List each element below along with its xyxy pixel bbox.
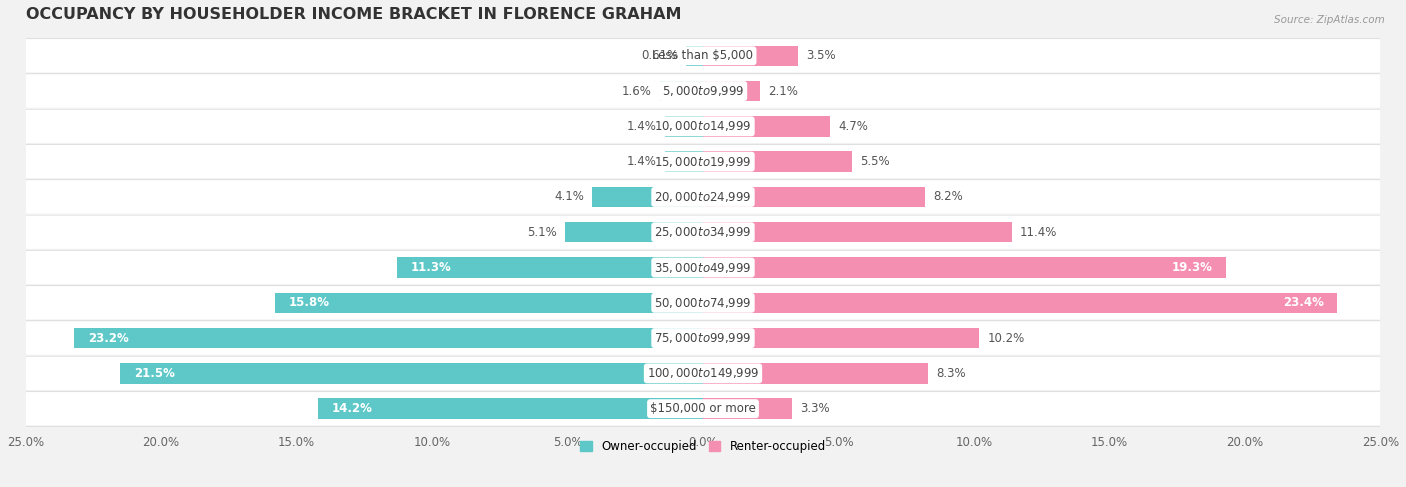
Bar bbox=[592, 187, 703, 207]
FancyBboxPatch shape bbox=[25, 321, 1381, 355]
Text: $25,000 to $34,999: $25,000 to $34,999 bbox=[654, 225, 752, 239]
FancyBboxPatch shape bbox=[25, 216, 1381, 249]
Bar bbox=[686, 46, 703, 66]
Bar bbox=[121, 363, 703, 384]
Bar bbox=[318, 398, 703, 419]
FancyBboxPatch shape bbox=[25, 251, 1381, 284]
Text: 14.2%: 14.2% bbox=[332, 402, 373, 415]
Text: 1.4%: 1.4% bbox=[627, 120, 657, 133]
FancyBboxPatch shape bbox=[25, 392, 1381, 425]
Text: Source: ZipAtlas.com: Source: ZipAtlas.com bbox=[1274, 15, 1385, 25]
Bar bbox=[75, 328, 703, 348]
Text: $15,000 to $19,999: $15,000 to $19,999 bbox=[654, 155, 752, 169]
FancyBboxPatch shape bbox=[25, 180, 1381, 213]
Text: 21.5%: 21.5% bbox=[134, 367, 174, 380]
Bar bbox=[703, 222, 1012, 243]
Bar bbox=[703, 46, 797, 66]
Text: 8.2%: 8.2% bbox=[934, 190, 963, 204]
Bar bbox=[703, 81, 759, 101]
Text: 11.3%: 11.3% bbox=[411, 261, 451, 274]
Bar bbox=[396, 257, 703, 278]
Bar bbox=[703, 293, 1337, 313]
FancyBboxPatch shape bbox=[25, 110, 1381, 143]
Text: $50,000 to $74,999: $50,000 to $74,999 bbox=[654, 296, 752, 310]
Text: 15.8%: 15.8% bbox=[288, 296, 329, 309]
Text: $10,000 to $14,999: $10,000 to $14,999 bbox=[654, 119, 752, 133]
Bar bbox=[565, 222, 703, 243]
Bar bbox=[703, 398, 793, 419]
Text: 23.2%: 23.2% bbox=[87, 332, 128, 345]
Legend: Owner-occupied, Renter-occupied: Owner-occupied, Renter-occupied bbox=[575, 435, 831, 458]
Text: 4.1%: 4.1% bbox=[554, 190, 583, 204]
Bar bbox=[703, 328, 980, 348]
Text: 11.4%: 11.4% bbox=[1021, 225, 1057, 239]
Text: $100,000 to $149,999: $100,000 to $149,999 bbox=[647, 366, 759, 380]
Text: 5.1%: 5.1% bbox=[527, 225, 557, 239]
Bar bbox=[703, 257, 1226, 278]
Bar bbox=[703, 116, 831, 136]
Text: 3.5%: 3.5% bbox=[806, 49, 835, 62]
Text: 2.1%: 2.1% bbox=[768, 85, 799, 97]
Text: 1.4%: 1.4% bbox=[627, 155, 657, 168]
FancyBboxPatch shape bbox=[25, 39, 1381, 73]
Bar bbox=[665, 116, 703, 136]
Text: $75,000 to $99,999: $75,000 to $99,999 bbox=[654, 331, 752, 345]
FancyBboxPatch shape bbox=[25, 286, 1381, 319]
Text: 8.3%: 8.3% bbox=[936, 367, 966, 380]
Text: Less than $5,000: Less than $5,000 bbox=[652, 49, 754, 62]
FancyBboxPatch shape bbox=[25, 357, 1381, 390]
Text: $5,000 to $9,999: $5,000 to $9,999 bbox=[662, 84, 744, 98]
Text: 10.2%: 10.2% bbox=[987, 332, 1025, 345]
Text: 3.3%: 3.3% bbox=[800, 402, 830, 415]
Text: 5.5%: 5.5% bbox=[860, 155, 890, 168]
Bar bbox=[665, 151, 703, 172]
Text: $35,000 to $49,999: $35,000 to $49,999 bbox=[654, 261, 752, 275]
Text: $150,000 or more: $150,000 or more bbox=[650, 402, 756, 415]
Bar bbox=[703, 363, 928, 384]
Text: 23.4%: 23.4% bbox=[1282, 296, 1323, 309]
Bar bbox=[659, 81, 703, 101]
Text: 1.6%: 1.6% bbox=[621, 85, 651, 97]
Text: $20,000 to $24,999: $20,000 to $24,999 bbox=[654, 190, 752, 204]
Text: 19.3%: 19.3% bbox=[1171, 261, 1212, 274]
Text: OCCUPANCY BY HOUSEHOLDER INCOME BRACKET IN FLORENCE GRAHAM: OCCUPANCY BY HOUSEHOLDER INCOME BRACKET … bbox=[25, 7, 681, 22]
Bar bbox=[703, 151, 852, 172]
Bar bbox=[703, 187, 925, 207]
FancyBboxPatch shape bbox=[25, 75, 1381, 108]
Text: 4.7%: 4.7% bbox=[838, 120, 869, 133]
FancyBboxPatch shape bbox=[25, 145, 1381, 178]
Bar bbox=[274, 293, 703, 313]
Text: 0.61%: 0.61% bbox=[641, 49, 678, 62]
